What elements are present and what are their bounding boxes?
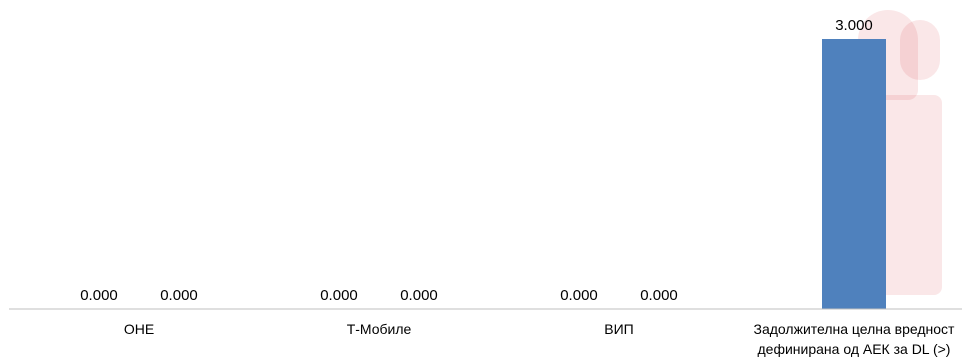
data-label-0-0: 0.000 (80, 287, 118, 304)
category-labels-group: ОНЕ Т-Мобиле ВИП Задолжителна целна вреднос… (124, 321, 955, 357)
category-label-1: Т-Мобиле (347, 321, 412, 337)
data-label-2-0: 0.000 (560, 287, 598, 304)
category-label-2: ВИП (604, 321, 633, 337)
data-label-0-1: 0.000 (160, 287, 198, 304)
data-label-1-1: 0.000 (400, 287, 438, 304)
bar-3-0 (822, 39, 886, 309)
data-label-1-0: 0.000 (320, 287, 358, 304)
data-label-3-0: 3.000 (835, 17, 873, 34)
data-labels-group: 0.000 0.000 0.000 0.000 0.000 0.000 3.000 (80, 17, 873, 304)
data-label-2-1: 0.000 (640, 287, 678, 304)
bars-group (822, 39, 886, 309)
category-label-0: ОНЕ (124, 321, 154, 337)
category-label-3: дефинирана од АЕК за DL (>) (758, 341, 951, 357)
category-label-3: Задолжителна целна вредност (754, 321, 956, 337)
